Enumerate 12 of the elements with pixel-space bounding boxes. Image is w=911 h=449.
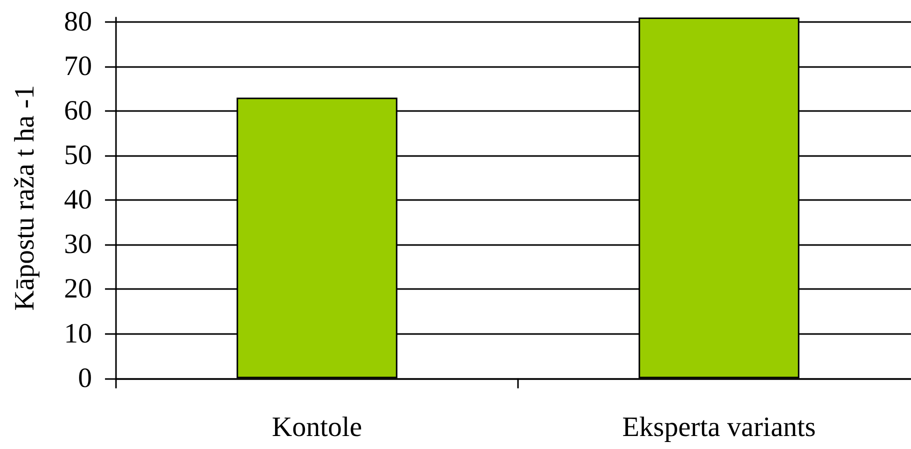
y-axis-title: Kāpostu raža t ha -1 [10,85,40,311]
x-tick-label: Eksperta variants [622,412,816,443]
y-tick-label: 80 [64,6,92,38]
y-tick-label: 40 [64,184,92,216]
x-tick-label: Kontole [272,412,362,443]
y-tick-label: 50 [64,140,92,172]
y-tick-label: 70 [64,50,92,82]
y-tick-label: 0 [78,362,92,394]
y-tick-label: 20 [64,274,92,305]
y-tick-label: 10 [64,318,92,350]
y-tick-label: 30 [64,229,92,260]
y-tick-label: 60 [64,96,92,127]
